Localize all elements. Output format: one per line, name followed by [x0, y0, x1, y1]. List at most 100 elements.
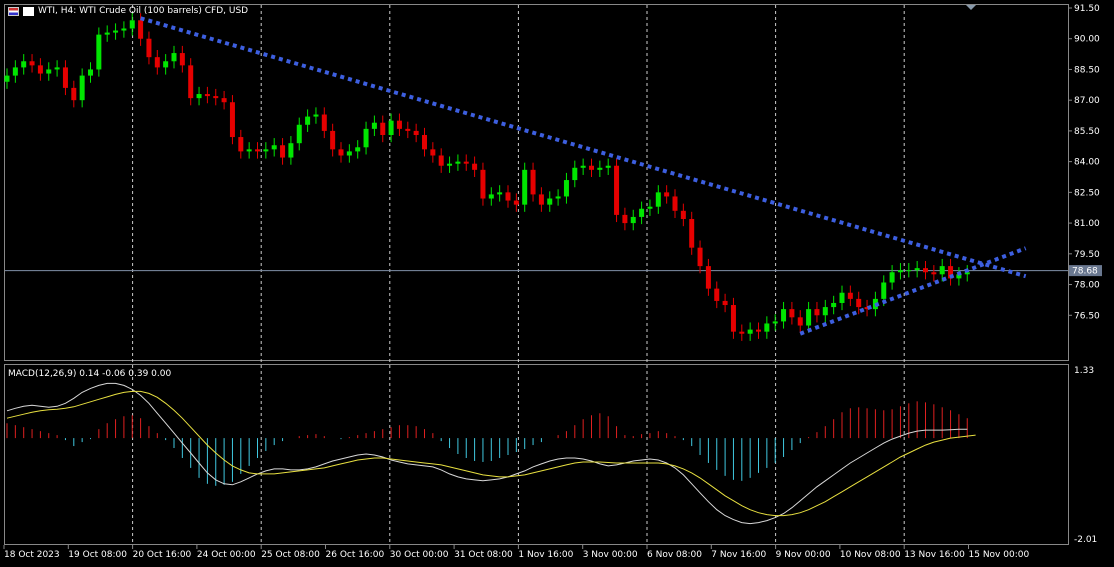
candle-body [104, 32, 110, 35]
time-tick-label: 26 Oct 16:00 [326, 550, 385, 560]
candle-body [589, 165, 594, 170]
candle-body [163, 61, 169, 68]
candle-body [472, 163, 478, 170]
candle-body [497, 192, 503, 195]
time-tick-label: 7 Nov 16:00 [711, 550, 766, 560]
price-tick-label: 79.50 [1074, 250, 1100, 260]
candle-body [897, 270, 903, 273]
candle-body [188, 65, 194, 99]
candle-body [831, 302, 837, 308]
candle-body [697, 247, 703, 267]
time-tick-label: 31 Oct 08:00 [454, 550, 513, 560]
candle-body [822, 307, 828, 316]
time-tick-label: 25 Oct 08:00 [261, 550, 320, 560]
candle-body [62, 67, 68, 88]
candle-body [371, 122, 377, 129]
candle-body [639, 208, 645, 217]
current-price-label: 78.68 [1072, 267, 1098, 277]
candle-body [171, 53, 177, 62]
time-tick-label: 9 Nov 00:00 [776, 550, 831, 560]
chart-window-icon[interactable] [23, 6, 34, 16]
candle-body [931, 272, 937, 275]
candle-body [405, 128, 411, 131]
candle-body [730, 305, 736, 332]
candle-body [422, 135, 427, 150]
price-tick-label: 84.00 [1074, 158, 1100, 168]
candles [4, 13, 970, 341]
candle-body [488, 194, 494, 199]
time-tick-label: 6 Nov 08:00 [647, 550, 702, 560]
candle-body [113, 30, 119, 33]
candle-body [388, 120, 394, 136]
candle-body [280, 145, 286, 158]
scroll-marker-icon[interactable] [966, 5, 976, 10]
candle-body [555, 196, 561, 199]
candle-body [781, 309, 787, 322]
candle-body [889, 272, 895, 283]
price-tick-label: 88.50 [1074, 65, 1100, 75]
price-tick-label: 76.50 [1074, 311, 1100, 321]
candle-body [221, 98, 227, 103]
candle-body [814, 309, 820, 316]
price-tick-label: 85.50 [1074, 127, 1100, 137]
candle-body [789, 309, 795, 318]
candle-body [447, 163, 453, 166]
price-panel-frame [4, 4, 1069, 361]
macd-panel-frame [4, 364, 1069, 545]
candle-body [88, 69, 93, 76]
candle-body [756, 329, 761, 332]
candle-body [864, 307, 870, 310]
candle-body [355, 147, 361, 152]
candle-body [246, 149, 252, 152]
time-tick-label: 13 Nov 16:00 [904, 550, 965, 560]
candle-body [847, 292, 853, 299]
candle-body [705, 266, 711, 289]
candle-body [4, 75, 10, 82]
candle-body [939, 266, 945, 275]
price-tick-label: 90.00 [1074, 35, 1100, 45]
time-tick-label: 24 Oct 00:00 [197, 550, 256, 560]
candle-body [655, 192, 661, 207]
price-tick-label: 78.00 [1074, 281, 1100, 291]
time-tick-label: 15 Nov 00:00 [969, 550, 1030, 560]
candle-body [430, 149, 436, 156]
time-tick-label: 1 Nov 16:00 [518, 550, 573, 560]
candle-body [948, 266, 954, 279]
candle-body [338, 149, 344, 156]
candle-body [154, 57, 160, 68]
candle-body [121, 28, 127, 31]
candle-body [923, 268, 928, 273]
candle-body [914, 268, 920, 271]
candle-body [839, 292, 845, 303]
candle-body [630, 216, 636, 224]
candle-body [321, 114, 327, 131]
candle-body [689, 218, 695, 248]
current-price-marker: 78.68 [1069, 265, 1102, 277]
signal-line [6, 390, 976, 517]
candle-body [764, 323, 770, 332]
price-tick-label: 81.00 [1074, 219, 1100, 229]
candle-body [480, 169, 486, 199]
macd-axis-top: 1.33 [1074, 366, 1094, 376]
candle-body [213, 96, 219, 99]
candle-body [522, 169, 528, 205]
price-tick-label: 87.00 [1074, 96, 1100, 106]
candle-body [229, 102, 235, 138]
candle-body [772, 321, 778, 324]
candle-body [238, 137, 244, 152]
candle-body [563, 180, 569, 197]
candle-body [346, 151, 352, 156]
candle-body [680, 210, 686, 219]
candle-body [54, 67, 60, 70]
candle-body [380, 122, 386, 136]
time-tick-label: 30 Oct 00:00 [390, 550, 449, 560]
price-tick-label: 91.50 [1074, 4, 1100, 14]
candle-body [146, 38, 152, 58]
candle-body [396, 120, 402, 129]
candle-body [605, 165, 611, 168]
candle-body [856, 298, 862, 308]
candle-body [413, 130, 419, 136]
candle-body [513, 200, 519, 205]
